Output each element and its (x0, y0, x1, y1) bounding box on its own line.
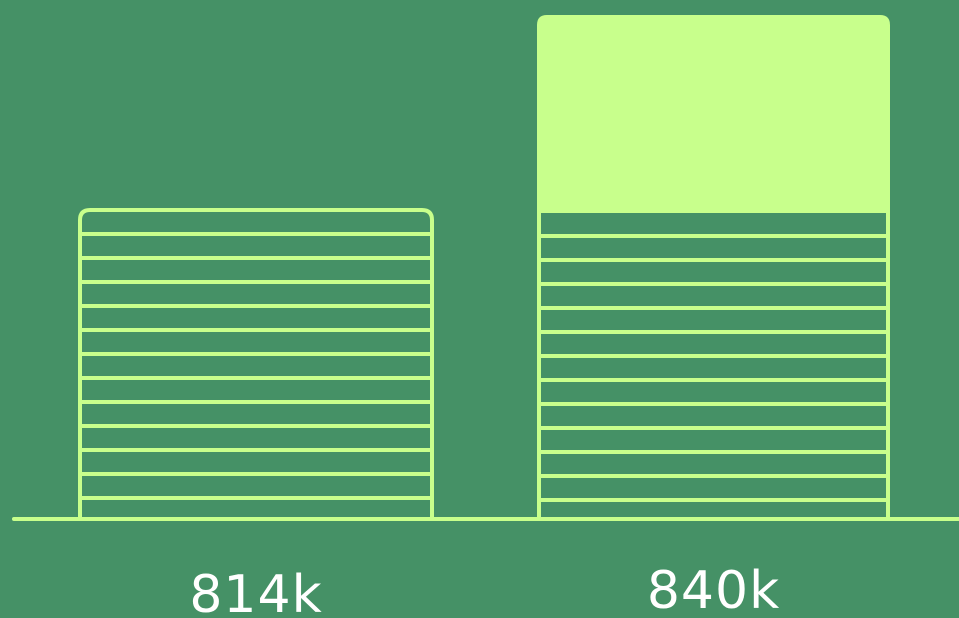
bar-2 (537, 15, 890, 519)
bar-outline (78, 208, 434, 519)
bar-cap (537, 15, 890, 213)
data-label-2: 840k (647, 561, 780, 618)
data-label-1: 814k (189, 565, 322, 618)
bar-1 (78, 208, 434, 519)
